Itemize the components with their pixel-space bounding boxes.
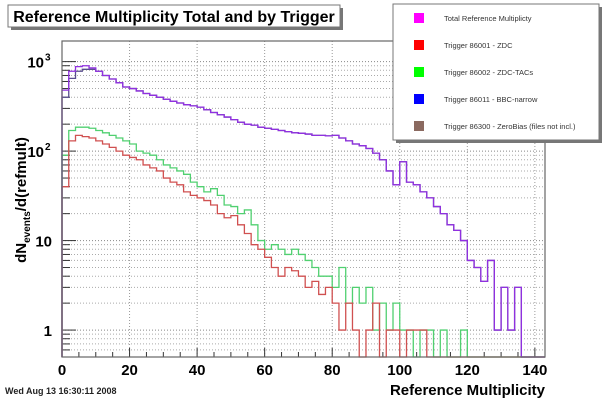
y-axis-title-main: dN: [13, 243, 30, 263]
legend-box: [392, 3, 600, 141]
legend-swatch: [414, 13, 424, 23]
legend: Total Reference Multiplicty Trigger 86001…: [414, 13, 576, 131]
legend-swatch: [414, 94, 424, 104]
x-tick-label: 0: [58, 362, 66, 379]
x-tick-label: 40: [189, 362, 206, 379]
x-tick-label: 60: [256, 362, 273, 379]
series-total-reference-multiplicty: [61, 65, 545, 358]
legend-label: Trigger 86011 - BBC-narrow: [444, 95, 538, 104]
x-tick-labels: 0 20 40 60 80 100 120 140: [58, 362, 548, 379]
y-tick-label: 10: [27, 144, 44, 161]
y-tick-exponent: 2: [45, 142, 51, 153]
x-axis-title: Reference Multiplicity: [390, 382, 546, 399]
plot-border: [61, 40, 546, 358]
chart-title: Reference Multiplicity Total and by Trig…: [13, 9, 335, 26]
x-tick-label: 20: [121, 362, 138, 379]
y-tick-label: 10: [27, 55, 44, 72]
y-tick-label: 1: [44, 323, 52, 340]
y-axis-title: dNevents/d(refmult): [13, 137, 33, 263]
legend-swatch: [414, 40, 424, 50]
x-tick-label: 80: [324, 362, 341, 379]
legend-swatch: [414, 121, 424, 131]
title-box: [7, 4, 341, 28]
x-tick-label: 140: [522, 362, 547, 379]
series-trigger-86001-zdc: [61, 134, 545, 358]
y-tick-label: 10: [35, 234, 52, 251]
legend-label: Trigger 86300 - ZeroBias (files not incl…: [444, 122, 576, 131]
x-tick-label: 120: [455, 362, 480, 379]
legend-label: Trigger 86002 - ZDC-TACs: [444, 68, 533, 77]
x-tick-label: 100: [387, 362, 412, 379]
y-axis-title-subscript: events: [22, 211, 33, 243]
legend-swatch: [414, 67, 424, 77]
legend-label: Total Reference Multiplicty: [444, 14, 532, 23]
series-trigger-86002-zdc-tacs: [61, 126, 545, 358]
y-tick-exponent: 3: [45, 53, 51, 64]
timestamp: Wed Aug 13 16:30:11 2008: [5, 386, 117, 396]
legend-label: Trigger 86001 - ZDC: [444, 41, 513, 50]
series-group: [61, 65, 545, 358]
y-axis-title-tail: /d(refmult): [13, 137, 30, 211]
